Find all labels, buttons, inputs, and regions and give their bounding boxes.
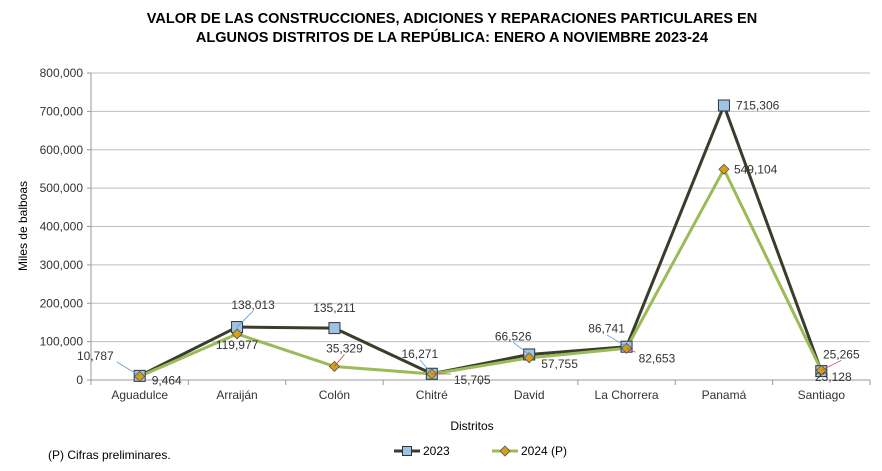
- data-label-2024-0: 9,464: [152, 373, 182, 387]
- y-tick-label-4: 400,000: [40, 220, 84, 234]
- data-label-2023-4: 66,526: [495, 329, 532, 343]
- data-label-2024-7: 25,265: [823, 347, 860, 361]
- y-tick-label-2: 200,000: [40, 296, 84, 310]
- leader-1-2: [334, 354, 345, 367]
- x-tick-labels: Aguadulce Arraiján Colón Chitré David La Chor…: [90, 380, 871, 402]
- series-line-0: [139, 104, 823, 378]
- data-label-2024-4: 57,755: [541, 357, 578, 371]
- marker-2024-1: [231, 328, 243, 340]
- y-tick-label-6: 600,000: [40, 143, 84, 157]
- legend: 2023 2024 (P): [394, 444, 567, 458]
- legend-marker-2023: [402, 446, 412, 456]
- chart-title-line-2: ALGUNOS DISTRITOS DE LA REPÚBLICA: ENERO…: [196, 28, 708, 46]
- marker-2023-2: [328, 322, 341, 335]
- legend-label-2023: 2023: [423, 444, 450, 458]
- y-tick-label-7: 700,000: [40, 104, 84, 118]
- data-label-2023-6: 715,306: [736, 99, 780, 113]
- x-axis-title: Distritos: [450, 419, 493, 433]
- y-tick-label-3: 300,000: [40, 258, 84, 272]
- y-tick-label-0: 0: [76, 373, 83, 387]
- leader-0-4: [512, 342, 530, 355]
- leader-1-7: [821, 359, 842, 371]
- data-label-2023-7: 23,128: [815, 370, 852, 384]
- data-label-2024-6: 549,104: [734, 162, 778, 176]
- x-tick-label-5: La Chorrera: [595, 388, 659, 402]
- x-tick-label-1: Arraiján: [216, 388, 257, 402]
- marker-2024-0: [134, 370, 146, 382]
- series-line-1: [139, 167, 823, 378]
- chart-title-line-1: VALOR DE LAS CONSTRUCCIONES, ADICIONES Y…: [147, 11, 757, 27]
- legend-marker-2024: [499, 445, 511, 457]
- data-label-2023-3: 16,271: [401, 347, 438, 361]
- y-tick-labels: 0 100,000 200,000 300,000 400,000 500,000 600,…: [40, 66, 84, 387]
- data-label-2023-5: 86,741: [588, 322, 625, 336]
- y-tick-label-8: 800,000: [40, 66, 84, 80]
- data-label-2023-0: 10,787: [77, 349, 114, 363]
- footnote: (P) Cifras preliminares.: [48, 448, 171, 462]
- x-tick-label-4: David: [514, 388, 545, 402]
- data-labels: 10,787 138,013 135,211 16,271 66,526 86,741 71…: [77, 99, 860, 388]
- y-tick-label-5: 500,000: [40, 181, 84, 195]
- leader-0-3: [419, 359, 433, 375]
- y-tick-label-1: 100,000: [40, 335, 84, 349]
- leader-1-5: [626, 347, 636, 353]
- data-label-2024-1: 119,977: [216, 338, 259, 352]
- data-label-2023-2: 135,211: [313, 301, 356, 315]
- x-tick-label-2: Colón: [319, 388, 350, 402]
- x-tick-label-6: Panamá: [702, 388, 747, 402]
- marker-2024-4: [523, 352, 535, 364]
- marker-2024-6: [718, 163, 730, 175]
- data-label-2024-5: 82,653: [639, 351, 676, 365]
- leader-0-5: [606, 334, 627, 348]
- x-tick-label-3: Chitré: [416, 388, 448, 402]
- legend-label-2024: 2024 (P): [521, 444, 567, 458]
- leader-0-0: [116, 361, 140, 377]
- y-axis-title: Miles de balboas: [16, 181, 30, 271]
- x-tick-label-0: Aguadulce: [111, 388, 168, 402]
- data-label-2024-3: 15,705: [454, 373, 491, 387]
- leader-0-1: [236, 310, 254, 328]
- data-label-2024-2: 35,329: [326, 341, 363, 355]
- x-tick-label-7: Santiago: [798, 388, 846, 402]
- marker-2023-6: [717, 99, 730, 112]
- data-label-2023-1: 138,013: [231, 298, 275, 312]
